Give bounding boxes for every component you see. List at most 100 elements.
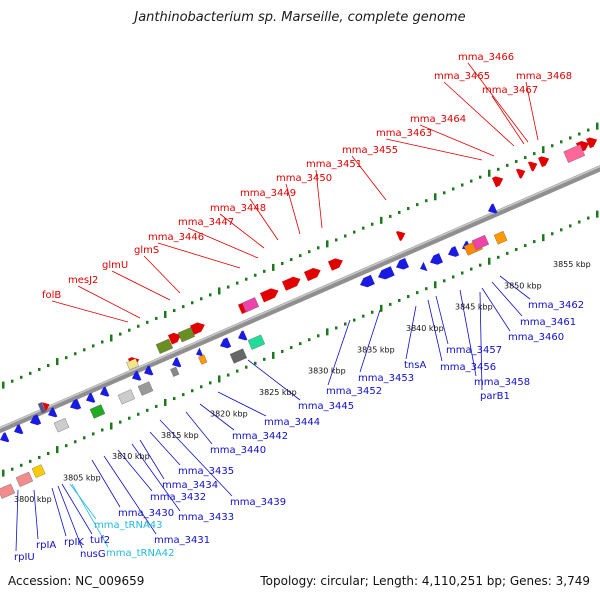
leader-line <box>77 285 141 319</box>
tick-mark <box>452 187 455 191</box>
tick-mark <box>182 305 185 309</box>
forward-gene-arrow <box>528 161 538 172</box>
leader-line <box>51 300 129 323</box>
reverse-gene-label: mma_3444 <box>264 417 320 428</box>
tick-mark <box>299 254 302 258</box>
tick-mark <box>587 216 590 220</box>
tick-mark <box>92 432 95 436</box>
tick-mark <box>569 224 572 228</box>
gene-box <box>198 354 208 365</box>
tick-mark <box>281 261 284 265</box>
leader-line <box>139 439 165 480</box>
forward-gene-label: folB <box>42 290 61 301</box>
reverse-gene-label: mma_3445 <box>298 401 354 412</box>
kbp-marker: 3835 kbp <box>357 345 395 354</box>
tick-mark <box>569 136 572 140</box>
tick-mark <box>209 293 212 297</box>
tick-mark <box>533 152 536 156</box>
tick-mark <box>506 163 509 167</box>
tick-mark <box>65 356 68 360</box>
tick-mark <box>317 246 320 250</box>
genome-summary: Topology: circular; Length: 4,110,251 bp… <box>260 574 590 588</box>
forward-gene-label: mma_3447 <box>178 217 234 228</box>
tick-mark <box>146 408 149 412</box>
forward-gene-arrow <box>42 402 50 412</box>
leader-line <box>351 155 387 201</box>
forward-gene-label: mma_3465 <box>434 71 490 82</box>
reverse-gene-label: mma_3458 <box>474 377 530 388</box>
tick-mark <box>227 373 230 377</box>
gene-box <box>89 404 106 419</box>
tick-mark <box>74 352 77 356</box>
tick-mark <box>515 159 518 163</box>
tick-mark <box>182 393 185 397</box>
leader-line <box>525 81 539 141</box>
tick-mark <box>272 263 275 271</box>
tick-mark <box>461 183 464 187</box>
tick-mark <box>479 263 482 267</box>
gene-box <box>155 338 174 354</box>
forward-gene-label: mma_3464 <box>410 114 466 125</box>
gene-box <box>53 418 70 433</box>
leader-line <box>385 138 483 161</box>
leader-line <box>247 359 301 401</box>
forward-gene-arrow <box>492 176 504 188</box>
forward-gene-label: mma_3451 <box>306 159 362 170</box>
gene-box <box>37 402 46 414</box>
reverse-gene-label: mma_3452 <box>326 386 382 397</box>
gene-box <box>0 483 16 499</box>
forward-gene-arrow <box>396 231 406 242</box>
tick-mark <box>389 302 392 306</box>
tick-mark <box>254 361 257 365</box>
kbp-marker: 3855 kbp <box>553 260 591 269</box>
tick-mark <box>128 328 131 332</box>
gene-box <box>137 381 154 396</box>
tick-mark <box>2 469 5 477</box>
leader-line <box>15 489 19 552</box>
reverse-gene-arrow <box>30 414 42 426</box>
tick-mark <box>497 255 500 259</box>
tick-mark <box>119 332 122 336</box>
reverse-gene-arrow <box>396 257 409 270</box>
gene-box <box>229 348 248 364</box>
tick-mark <box>542 234 545 242</box>
tick-mark <box>29 459 32 463</box>
tick-mark <box>407 207 410 211</box>
tick-mark <box>578 220 581 224</box>
tick-mark <box>245 365 248 369</box>
tick-mark <box>506 251 509 255</box>
leader-line <box>219 213 265 249</box>
reverse-gene-label: tuf2 <box>90 535 110 546</box>
tick-mark <box>263 269 266 273</box>
tick-mark <box>389 214 392 218</box>
leader-line <box>199 403 235 431</box>
label-leaders <box>15 62 539 552</box>
reverse-gene-label: nusG <box>80 549 106 560</box>
tick-mark <box>425 199 428 203</box>
accession-text: Accession: NC_009659 <box>8 574 145 588</box>
gene-box <box>31 464 46 478</box>
tick-mark <box>11 467 14 471</box>
leader-line <box>69 483 97 520</box>
forward-gene-arrow <box>190 322 205 335</box>
tick-mark <box>290 258 293 262</box>
leader-line <box>149 431 181 466</box>
tick-mark <box>209 381 212 385</box>
tick-mark <box>227 285 230 289</box>
tick-mark <box>326 240 329 248</box>
reverse-gene-arrow <box>238 330 248 341</box>
reverse-gene-arrow <box>144 365 154 376</box>
gene-box <box>493 230 508 245</box>
tick-mark <box>470 179 473 183</box>
tick-mark <box>308 250 311 254</box>
tick-mark <box>416 291 419 295</box>
reverse-gene-arrow <box>70 398 82 410</box>
leader-line <box>491 281 523 317</box>
tick-mark <box>290 346 293 350</box>
tick-mark <box>2 381 5 389</box>
tick-mark <box>200 385 203 389</box>
tick-mark <box>299 342 302 346</box>
tick-mark <box>380 304 383 312</box>
leader-line <box>103 455 157 535</box>
tick-mark <box>29 371 32 375</box>
